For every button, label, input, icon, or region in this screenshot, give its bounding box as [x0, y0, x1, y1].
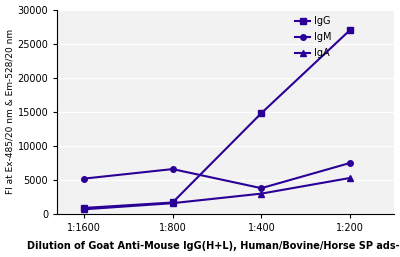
IgG: [259, 112, 264, 115]
IgG: [82, 206, 86, 209]
IgA: [82, 208, 86, 211]
IgA: [259, 192, 264, 195]
IgA: [170, 202, 175, 205]
Legend: IgG, IgM, IgA: IgG, IgM, IgA: [291, 12, 335, 62]
Y-axis label: FI at Ex-485/20 nm & Em-528/20 nm: FI at Ex-485/20 nm & Em-528/20 nm: [6, 29, 14, 194]
Line: IgA: IgA: [81, 175, 353, 212]
IgG: [348, 29, 352, 32]
IgA: [348, 176, 352, 179]
Line: IgM: IgM: [81, 160, 353, 191]
Line: IgG: IgG: [81, 27, 353, 211]
IgM: [170, 168, 175, 171]
X-axis label: Dilution of Goat Anti-Mouse IgG(H+L), Human/Bovine/Horse SP ads-FITC: Dilution of Goat Anti-Mouse IgG(H+L), Hu…: [28, 241, 400, 251]
IgM: [259, 187, 264, 190]
IgM: [82, 177, 86, 180]
IgM: [348, 161, 352, 164]
IgG: [170, 201, 175, 204]
